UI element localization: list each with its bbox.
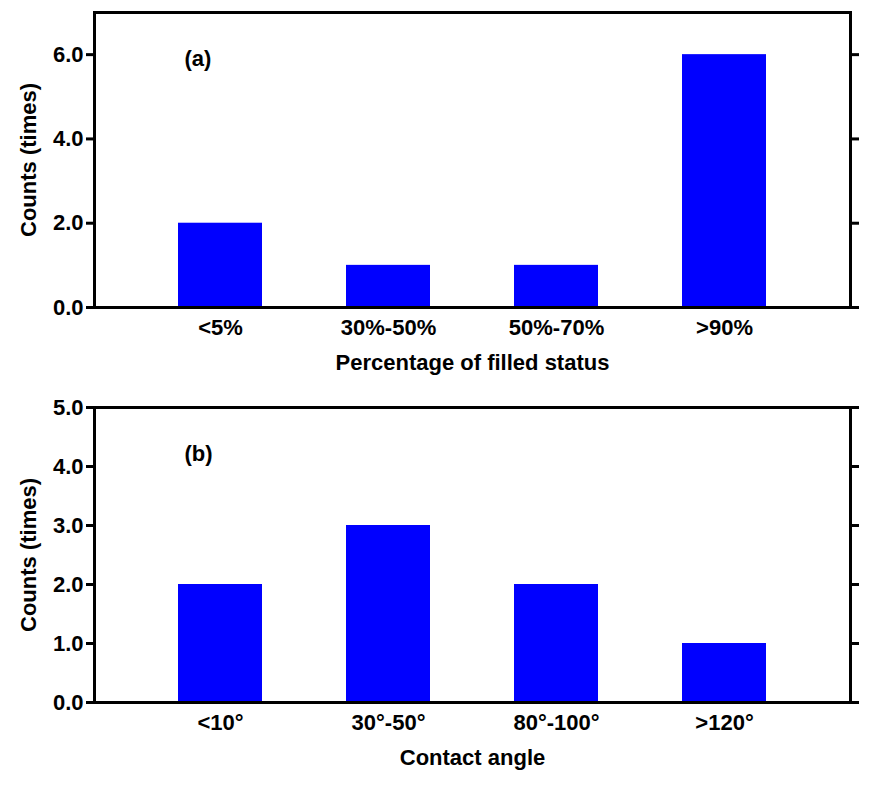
svg-text:>120°: >120°	[695, 710, 753, 735]
svg-text:0.0: 0.0	[53, 295, 84, 320]
svg-text:50%-70%: 50%-70%	[509, 315, 604, 340]
svg-text:>90%: >90%	[696, 315, 753, 340]
svg-text:(b): (b)	[185, 441, 213, 466]
svg-text:2.0: 2.0	[53, 210, 84, 235]
svg-text:1.0: 1.0	[53, 631, 84, 656]
svg-text:Counts (times): Counts (times)	[16, 478, 41, 632]
svg-text:Counts (times): Counts (times)	[16, 83, 41, 237]
svg-text:0.0: 0.0	[53, 690, 84, 715]
svg-text:30%-50%: 30%-50%	[341, 315, 436, 340]
svg-text:4.0: 4.0	[53, 454, 84, 479]
svg-text:6.0: 6.0	[53, 42, 84, 67]
svg-text:30°-50°: 30°-50°	[352, 710, 426, 735]
svg-text:80°-100°: 80°-100°	[513, 710, 599, 735]
svg-text:(a): (a)	[185, 46, 212, 71]
svg-text:<5%: <5%	[198, 315, 243, 340]
svg-text:2.0: 2.0	[53, 572, 84, 597]
svg-text:3.0: 3.0	[53, 513, 84, 538]
svg-text:Percentage of filled status: Percentage of filled status	[336, 350, 610, 375]
svg-text:5.0: 5.0	[53, 395, 84, 420]
svg-text:<10°: <10°	[197, 710, 243, 735]
svg-text:Contact angle: Contact angle	[400, 745, 545, 770]
svg-text:4.0: 4.0	[53, 126, 84, 151]
